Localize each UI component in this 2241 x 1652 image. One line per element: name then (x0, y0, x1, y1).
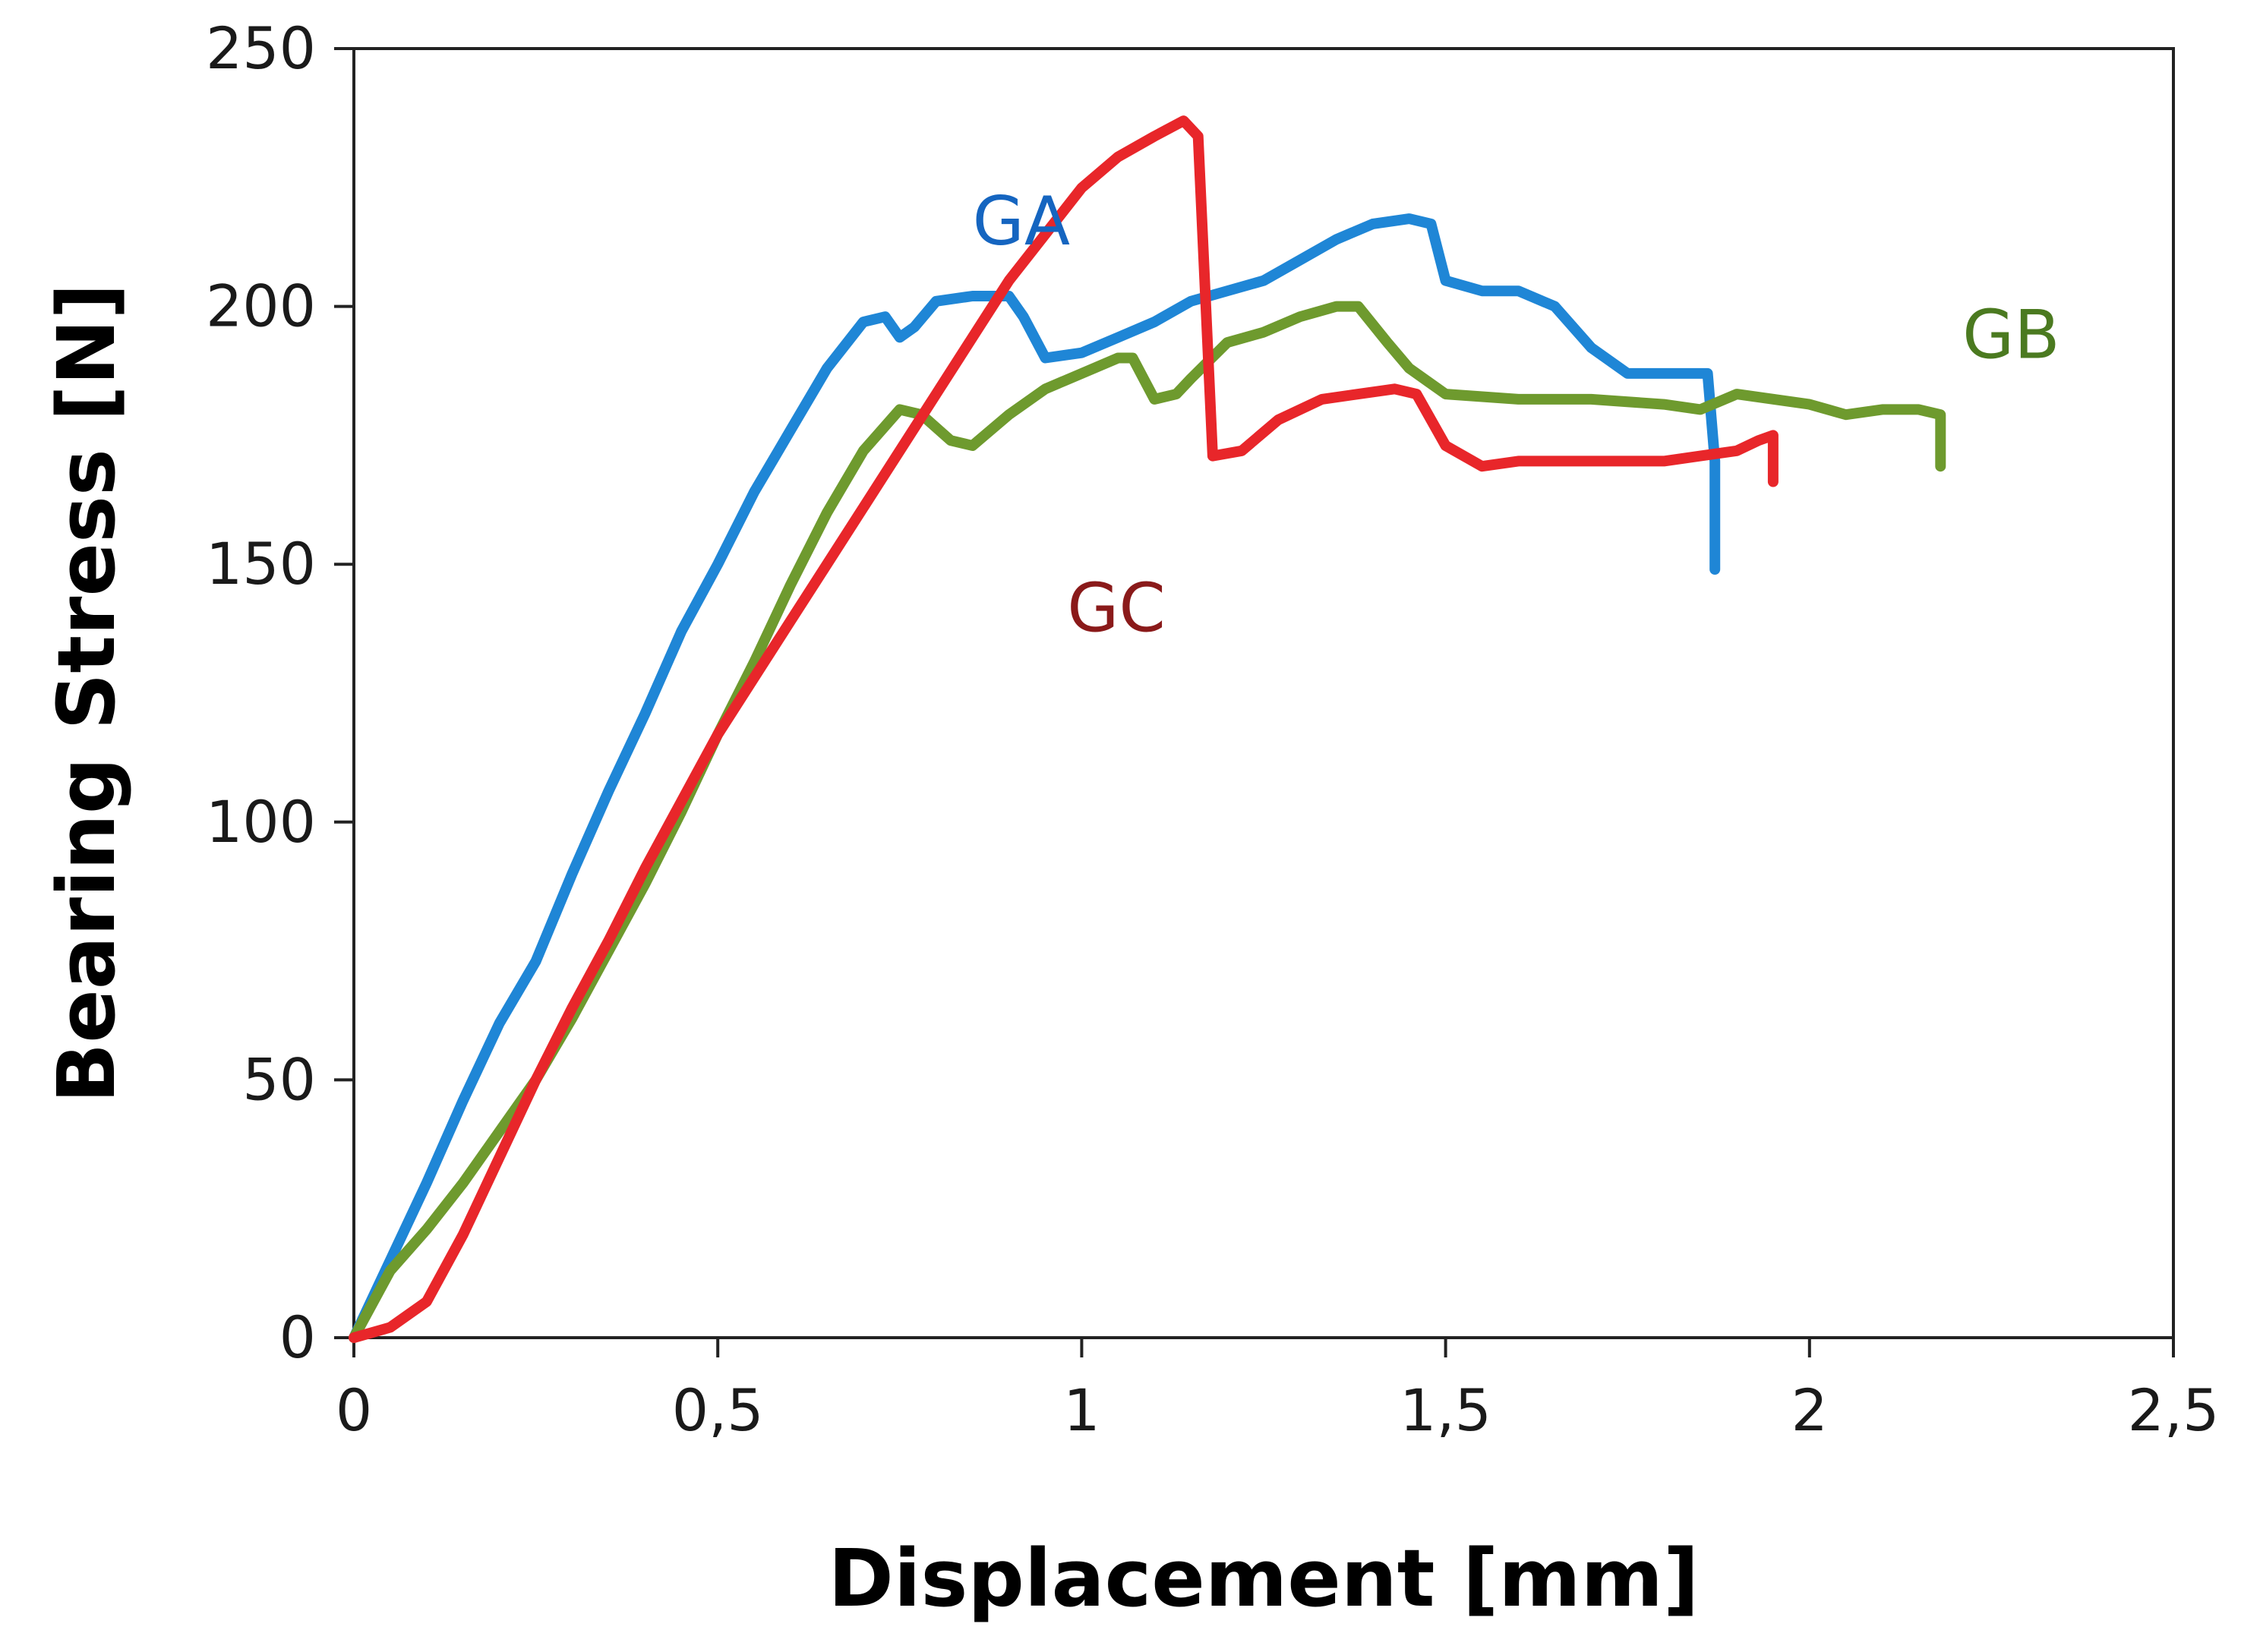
x-axis-title: Displacement [mm] (829, 1532, 1700, 1625)
series-line-gc (349, 115, 1779, 1343)
y-tick-label: 200 (206, 273, 316, 340)
series-labels: GA GB GC (973, 182, 2060, 647)
series-label-gc: GC (1067, 569, 1166, 647)
y-axis-title: Bearing Stress [N] (40, 283, 133, 1103)
y-axis: 0 50 100 150 200 250 (206, 14, 354, 1371)
y-tick-label: 100 (206, 788, 316, 856)
x-axis: 0 0,5 1 1,5 2 2,5 (336, 1338, 2220, 1444)
x-tick-label: 2,5 (2128, 1376, 2220, 1444)
series-layer (349, 115, 1946, 1343)
y-tick-label: 50 (242, 1045, 316, 1113)
y-tick-label: 150 (206, 530, 316, 597)
x-tick-label: 1 (1063, 1376, 1100, 1444)
series-line-ga (349, 213, 1721, 1343)
series-label-ga: GA (973, 182, 1070, 260)
y-tick-label: 0 (279, 1304, 316, 1371)
x-tick-label: 2 (1791, 1376, 1828, 1444)
x-tick-label: 0,5 (672, 1376, 764, 1444)
plot-area (352, 47, 2175, 1339)
x-tick-label: 0 (336, 1376, 372, 1444)
x-tick-label: 1,5 (1400, 1376, 1491, 1444)
y-tick-label: 250 (206, 14, 316, 82)
series-label-gb: GB (1962, 296, 2060, 374)
plot-border (352, 47, 2175, 1339)
series-line-gb (349, 301, 1946, 1343)
